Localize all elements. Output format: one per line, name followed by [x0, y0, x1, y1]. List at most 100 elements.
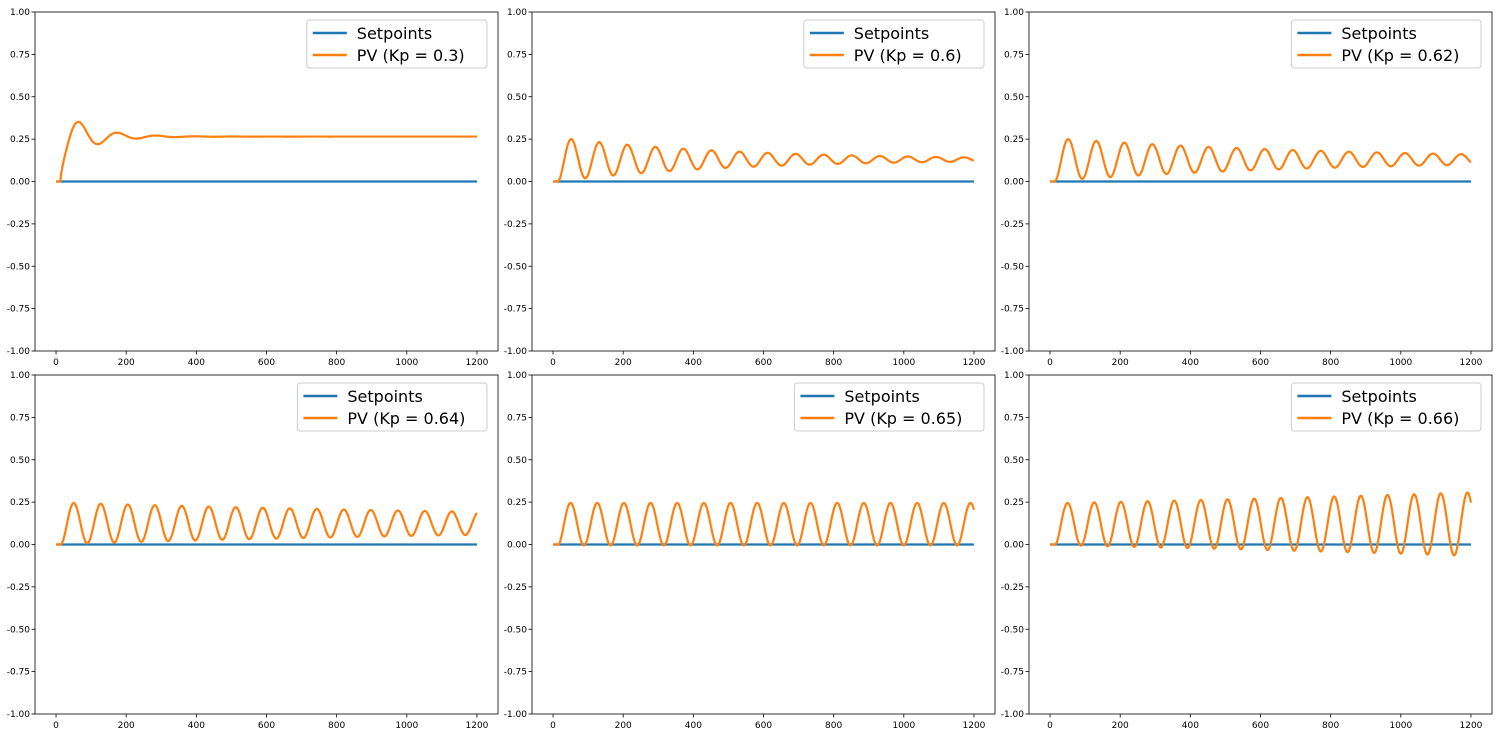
legend-box [1290, 19, 1482, 69]
x-tick-label: 1200 [963, 721, 986, 731]
y-tick-label: 0.25 [10, 498, 30, 508]
y-tick-label: 0.50 [10, 456, 30, 466]
x-tick-label: 1000 [395, 358, 418, 368]
x-tick-label: 1200 [1460, 358, 1483, 368]
x-tick-label: 800 [328, 721, 345, 731]
y-tick-label: 0.50 [507, 456, 527, 466]
y-tick-label: 0.00 [10, 178, 30, 188]
y-tick-label: -1.00 [504, 710, 528, 720]
x-tick-label: 1000 [395, 721, 418, 731]
legend-label: PV (Kp = 0.66) [1341, 409, 1459, 428]
y-tick-label: -1.00 [504, 347, 528, 357]
y-tick-label: -0.50 [1001, 625, 1025, 635]
legend: Setpoints PV (Kp = 0.65) [793, 382, 985, 432]
y-tick-label: 1.00 [507, 371, 527, 381]
legend-label: PV (Kp = 0.3) [357, 46, 465, 65]
legend-label: PV (Kp = 0.6) [854, 46, 962, 65]
x-tick-label: 600 [755, 721, 772, 731]
x-tick-label: 1200 [1460, 721, 1483, 731]
y-tick-label: -0.75 [7, 668, 30, 678]
y-tick-label: 0.75 [10, 50, 30, 60]
y-tick-label: 0.50 [10, 93, 30, 103]
y-tick-label: -0.75 [504, 305, 527, 315]
x-tick-label: 800 [1322, 358, 1339, 368]
x-tick-label: 400 [188, 358, 205, 368]
legend: Setpoints PV (Kp = 0.64) [296, 382, 488, 432]
x-tick-label: 0 [550, 721, 556, 731]
y-tick-label: -0.50 [1001, 262, 1025, 272]
legend-box [793, 382, 985, 432]
y-tick-label: 0.00 [1004, 178, 1024, 188]
legend: Setpoints PV (Kp = 0.3) [306, 19, 488, 69]
legend-label: PV (Kp = 0.62) [1341, 46, 1459, 65]
y-tick-label: 0.75 [10, 413, 30, 423]
x-tick-label: 0 [1047, 358, 1053, 368]
y-tick-label: -0.50 [7, 625, 31, 635]
pv-line [55, 501, 478, 546]
y-tick-label: -0.25 [504, 220, 527, 230]
legend-label: Setpoints [844, 387, 919, 406]
x-tick-label: 0 [53, 721, 59, 731]
y-tick-label: 0.50 [507, 93, 527, 103]
x-tick-label: 600 [1252, 358, 1269, 368]
y-tick-label: -0.25 [1001, 220, 1024, 230]
x-tick-label: 600 [1252, 721, 1269, 731]
legend: Setpoints PV (Kp = 0.62) [1290, 19, 1482, 69]
y-tick-label: -1.00 [7, 710, 31, 720]
pv-line [1049, 138, 1472, 183]
pv-line [55, 120, 478, 183]
x-tick-label: 800 [825, 358, 842, 368]
y-tick-label: 0.25 [10, 135, 30, 145]
subplot-3: 0 200 400 600 800 1000 1200 -1.00 -0.75 -0.50 -0.2… [1001, 8, 1493, 368]
x-tick-label: 400 [1182, 358, 1199, 368]
x-tick-label: 800 [328, 358, 345, 368]
subplot-6: 0 200 400 600 800 1000 1200 -1.00 -0.75 -0.50 -0.2… [1001, 371, 1493, 731]
legend-label: Setpoints [347, 387, 422, 406]
x-tick-label: 1200 [466, 721, 489, 731]
y-tick-label: 0.75 [507, 50, 527, 60]
x-tick-label: 1000 [892, 721, 915, 731]
x-tick-label: 400 [1182, 721, 1199, 731]
x-tick-label: 800 [825, 721, 842, 731]
y-tick-label: -1.00 [7, 347, 31, 357]
y-tick-label: 1.00 [10, 371, 30, 381]
pv-line [1049, 491, 1473, 557]
legend-box [1290, 382, 1482, 432]
x-tick-label: 0 [550, 358, 556, 368]
x-tick-label: 0 [53, 358, 59, 368]
legend-label: PV (Kp = 0.65) [844, 409, 962, 428]
y-tick-label: 0.00 [507, 541, 527, 551]
legend-box [803, 19, 985, 69]
legend-box [306, 19, 488, 69]
y-tick-label: 0.50 [1004, 93, 1024, 103]
y-tick-label: 0.75 [1004, 413, 1024, 423]
x-tick-label: 200 [1112, 358, 1129, 368]
subplot-4: 0 200 400 600 800 1000 1200 -1.00 -0.75 -0.50 -0.2… [7, 371, 499, 731]
y-tick-label: -0.25 [7, 583, 30, 593]
legend-label: Setpoints [1341, 387, 1416, 406]
pv-line [552, 138, 975, 183]
y-tick-label: -0.75 [504, 668, 527, 678]
subplot-2: 0 200 400 600 800 1000 1200 -1.00 -0.75 -0.50 -0.2… [504, 8, 996, 368]
y-tick-label: -0.25 [7, 220, 30, 230]
x-tick-label: 1200 [466, 358, 489, 368]
y-tick-label: 0.75 [507, 413, 527, 423]
legend-label: Setpoints [854, 24, 929, 43]
x-tick-label: 800 [1322, 721, 1339, 731]
subplot-5: 0 200 400 600 800 1000 1200 -1.00 -0.75 -0.50 -0.2… [504, 371, 996, 731]
x-tick-label: 400 [188, 721, 205, 731]
x-tick-label: 400 [685, 721, 702, 731]
legend-label: Setpoints [1341, 24, 1416, 43]
legend-label: Setpoints [357, 24, 432, 43]
legend: Setpoints PV (Kp = 0.66) [1290, 382, 1482, 432]
y-tick-label: 0.00 [507, 178, 527, 188]
y-tick-label: -0.50 [7, 262, 31, 272]
legend-box [296, 382, 488, 432]
x-tick-label: 1200 [963, 358, 986, 368]
pv-line [552, 501, 976, 547]
y-tick-label: -1.00 [1001, 347, 1025, 357]
y-tick-label: -1.00 [1001, 710, 1025, 720]
legend-label: PV (Kp = 0.64) [347, 409, 465, 428]
legend: Setpoints PV (Kp = 0.6) [803, 19, 985, 69]
